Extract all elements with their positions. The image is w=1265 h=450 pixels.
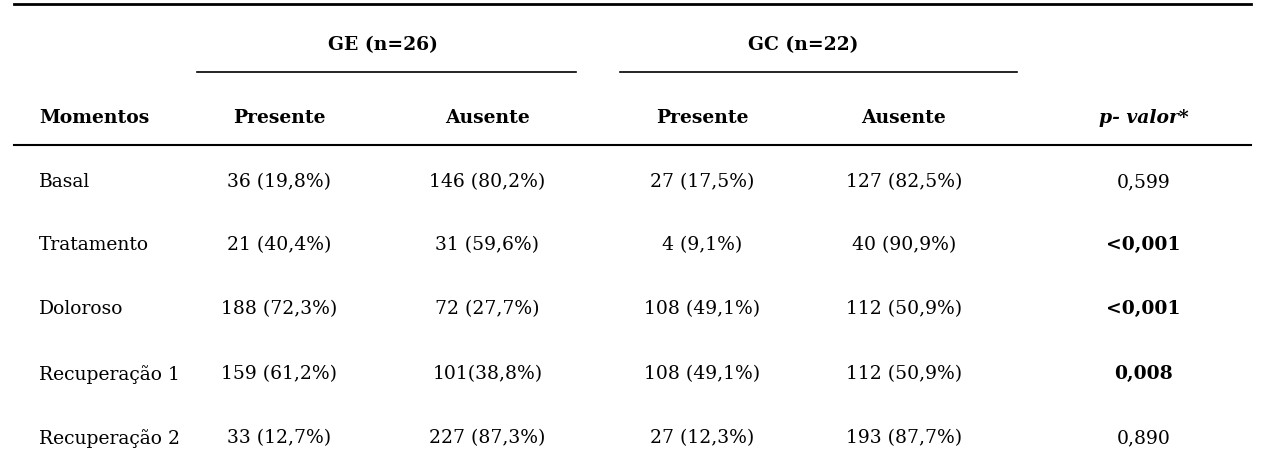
Text: Presente: Presente	[655, 109, 748, 127]
Text: Ausente: Ausente	[445, 109, 530, 127]
Text: <0,001: <0,001	[1107, 300, 1182, 318]
Text: 72 (27,7%): 72 (27,7%)	[435, 300, 540, 318]
Text: 0,890: 0,890	[1117, 429, 1170, 447]
Text: 108 (49,1%): 108 (49,1%)	[644, 365, 760, 383]
Text: 0,599: 0,599	[1117, 173, 1170, 191]
Text: Basal: Basal	[39, 173, 91, 191]
Text: 31 (59,6%): 31 (59,6%)	[435, 236, 539, 254]
Text: 27 (12,3%): 27 (12,3%)	[650, 429, 754, 447]
Text: 112 (50,9%): 112 (50,9%)	[846, 300, 961, 318]
Text: Recuperação 1: Recuperação 1	[39, 365, 180, 384]
Text: Ausente: Ausente	[861, 109, 946, 127]
Text: Recuperação 2: Recuperação 2	[39, 429, 180, 448]
Text: 0,008: 0,008	[1114, 365, 1173, 383]
Text: GC (n=22): GC (n=22)	[748, 36, 858, 54]
Text: 159 (61,2%): 159 (61,2%)	[221, 365, 336, 383]
Text: 127 (82,5%): 127 (82,5%)	[846, 173, 963, 191]
Text: 112 (50,9%): 112 (50,9%)	[846, 365, 961, 383]
Text: Tratamento: Tratamento	[39, 236, 149, 254]
Text: 101(38,8%): 101(38,8%)	[433, 365, 543, 383]
Text: 108 (49,1%): 108 (49,1%)	[644, 300, 760, 318]
Text: 21 (40,4%): 21 (40,4%)	[226, 236, 331, 254]
Text: p- valor*: p- valor*	[1099, 109, 1189, 127]
Text: 36 (19,8%): 36 (19,8%)	[228, 173, 331, 191]
Text: GE (n=26): GE (n=26)	[329, 36, 438, 54]
Text: 33 (12,7%): 33 (12,7%)	[226, 429, 331, 447]
Text: 40 (90,9%): 40 (90,9%)	[851, 236, 956, 254]
Text: Momentos: Momentos	[39, 109, 149, 127]
Text: 146 (80,2%): 146 (80,2%)	[429, 173, 545, 191]
Text: Doloroso: Doloroso	[39, 300, 124, 318]
Text: 193 (87,7%): 193 (87,7%)	[846, 429, 961, 447]
Text: 188 (72,3%): 188 (72,3%)	[221, 300, 338, 318]
Text: 227 (87,3%): 227 (87,3%)	[429, 429, 545, 447]
Text: <0,001: <0,001	[1107, 236, 1182, 254]
Text: Presente: Presente	[233, 109, 325, 127]
Text: 4 (9,1%): 4 (9,1%)	[662, 236, 743, 254]
Text: 27 (17,5%): 27 (17,5%)	[650, 173, 754, 191]
